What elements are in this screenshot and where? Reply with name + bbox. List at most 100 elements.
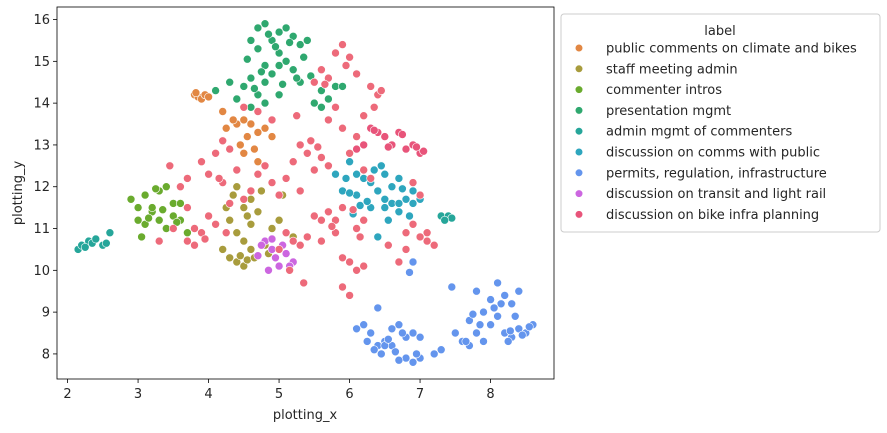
scatter-point bbox=[197, 157, 206, 166]
scatter-point bbox=[524, 322, 534, 332]
scatter-point bbox=[486, 320, 495, 330]
scatter-point bbox=[440, 215, 450, 225]
scatter-point bbox=[267, 69, 277, 79]
scatter-point bbox=[373, 303, 383, 313]
scatter-point bbox=[253, 251, 263, 260]
legend-marker bbox=[574, 64, 584, 73]
scatter-point bbox=[288, 65, 298, 74]
scatter-point bbox=[225, 253, 234, 263]
scatter-point bbox=[422, 236, 432, 246]
x-tick-label: 3 bbox=[134, 387, 142, 402]
y-tick-label: 15 bbox=[33, 55, 50, 70]
scatter-point bbox=[183, 228, 192, 237]
legend-marker bbox=[574, 127, 584, 136]
scatter-point bbox=[165, 161, 175, 171]
scatter-point bbox=[401, 353, 411, 363]
scatter-point bbox=[295, 240, 305, 250]
scatter-point bbox=[225, 77, 234, 87]
scatter-point bbox=[253, 157, 263, 166]
scatter-point bbox=[475, 320, 485, 330]
scatter-point bbox=[183, 236, 192, 246]
legend-label: discussion on bike infra planning bbox=[606, 208, 819, 223]
scatter-point bbox=[341, 61, 351, 70]
scatter-point bbox=[408, 199, 418, 208]
scatter-point bbox=[472, 328, 481, 338]
scatter-point bbox=[292, 73, 302, 83]
scatter-point bbox=[369, 165, 379, 175]
scatter-point bbox=[151, 184, 160, 194]
scatter-point bbox=[352, 324, 361, 334]
scatter-point bbox=[246, 119, 256, 129]
scatter-point bbox=[253, 23, 263, 33]
scatter-point bbox=[288, 157, 298, 166]
scatter-point bbox=[309, 98, 319, 108]
scatter-point bbox=[176, 199, 185, 208]
scatter-point bbox=[355, 201, 365, 210]
scatter-point bbox=[514, 286, 524, 296]
scatter-point bbox=[281, 174, 291, 183]
scatter-point bbox=[271, 42, 280, 52]
scatter-point bbox=[366, 82, 376, 91]
scatter-point bbox=[190, 240, 199, 250]
y-tick-label: 8 bbox=[42, 347, 50, 362]
scatter-point bbox=[271, 253, 280, 263]
x-tick-label: 7 bbox=[416, 387, 424, 402]
scatter-point bbox=[415, 190, 425, 200]
legend-marker bbox=[574, 106, 584, 115]
scatter-point bbox=[236, 251, 245, 260]
scatter-point bbox=[345, 52, 354, 62]
scatter-point bbox=[369, 126, 379, 135]
legend-marker bbox=[574, 210, 584, 219]
scatter-point bbox=[415, 332, 425, 342]
scatter-point bbox=[503, 337, 513, 346]
scatter-point bbox=[243, 132, 252, 141]
scatter-point bbox=[338, 203, 347, 212]
scatter-point bbox=[253, 207, 263, 217]
x-axis-label: plotting_x bbox=[273, 408, 338, 423]
scatter-point bbox=[225, 144, 234, 154]
scatter-point bbox=[394, 320, 404, 330]
scatter-point bbox=[450, 328, 460, 338]
scatter-point bbox=[295, 186, 305, 196]
scatter-point bbox=[204, 92, 213, 102]
scatter-point bbox=[246, 220, 256, 229]
scatter-point bbox=[278, 80, 287, 89]
scatter-point bbox=[257, 240, 266, 250]
scatter-point bbox=[401, 228, 411, 237]
scatter-point bbox=[204, 211, 213, 221]
legend: label public comments on climate and bik… bbox=[560, 13, 881, 233]
scatter-point bbox=[429, 240, 439, 250]
scatter-point bbox=[183, 174, 192, 183]
scatter-point bbox=[380, 195, 390, 204]
scatter-point bbox=[500, 291, 510, 300]
scatter-point bbox=[260, 19, 270, 29]
scatter-point bbox=[359, 165, 369, 175]
scatter-point bbox=[246, 36, 256, 45]
y-tick-label: 9 bbox=[42, 306, 50, 321]
scatter-point bbox=[373, 232, 383, 242]
scatter-point bbox=[274, 190, 284, 200]
scatter-point bbox=[405, 268, 414, 277]
legend-marker bbox=[574, 189, 584, 198]
scatter-point bbox=[243, 211, 252, 221]
legend-label: presentation mgmt bbox=[606, 104, 731, 119]
scatter-point bbox=[260, 123, 270, 133]
scatter-point bbox=[369, 103, 379, 112]
legend-label: discussion on transit and light rail bbox=[606, 187, 826, 202]
scatter-point bbox=[309, 77, 319, 87]
scatter-point bbox=[299, 52, 309, 62]
scatter-point bbox=[239, 115, 249, 125]
scatter-point bbox=[398, 328, 407, 338]
scatter-point bbox=[359, 140, 369, 150]
scatter-point bbox=[408, 186, 418, 196]
scatter-point bbox=[154, 236, 164, 246]
scatter-point bbox=[218, 245, 227, 254]
scatter-point bbox=[369, 345, 379, 355]
scatter-point bbox=[345, 149, 354, 158]
scatter-point bbox=[401, 195, 411, 204]
y-tick-label: 13 bbox=[33, 138, 50, 153]
scatter-point bbox=[383, 142, 393, 152]
scatter-point bbox=[225, 199, 234, 208]
scatter-point bbox=[493, 278, 502, 288]
scatter-point bbox=[285, 38, 294, 47]
